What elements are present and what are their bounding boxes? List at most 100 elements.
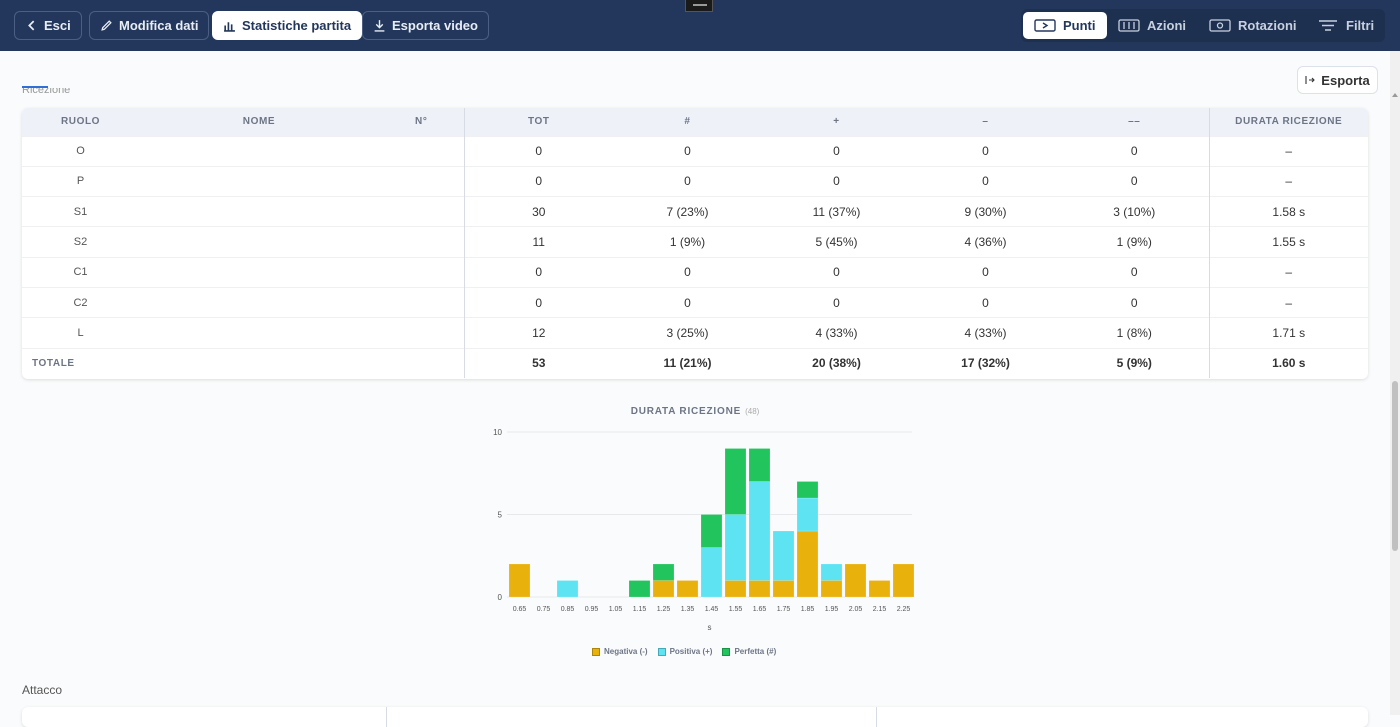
col-header-perfect[interactable]: # xyxy=(613,108,762,136)
tab-points-label: Punti xyxy=(1063,18,1096,33)
col-header-role[interactable]: RUOLO xyxy=(22,108,139,136)
col-header-name[interactable]: NOME xyxy=(139,108,379,136)
x-tick-label: 1.15 xyxy=(633,606,647,613)
bar-segment-perfect xyxy=(700,514,723,548)
total-error: 5 (9%) xyxy=(1060,347,1209,379)
cell-error: 0 xyxy=(1060,286,1209,318)
chart-legend: Negativa (-) Positiva (+) Perfetta (#) xyxy=(592,647,776,656)
cell-role: P xyxy=(22,165,139,197)
export-icon xyxy=(1305,76,1316,84)
legend-label: Perfetta (#) xyxy=(734,647,777,656)
cell-name xyxy=(139,317,379,349)
cell-negative: 0 xyxy=(911,286,1060,318)
legend-swatch xyxy=(722,647,731,656)
tab-points[interactable]: Punti xyxy=(1023,12,1107,39)
exit-button[interactable]: Esci xyxy=(14,11,82,40)
col-header-positive[interactable]: + xyxy=(762,108,911,136)
reception-duration-chart: 0 5 10 0.65 0.75 0.85 0.95 1.05 1.15 1.25 1.35 1.45… xyxy=(493,428,915,632)
export-button[interactable]: Esporta xyxy=(1297,66,1378,94)
bar-chart-icon xyxy=(224,22,235,32)
legend-item[interactable]: Perfetta (#) xyxy=(722,647,776,656)
table-row[interactable]: C2 0 0 0 0 0– xyxy=(22,286,1368,318)
col-header-duration[interactable]: DURATA RICEZIONE xyxy=(1208,108,1368,136)
cell-error: 1 (9%) xyxy=(1060,226,1209,258)
x-tick-label: 1.35 xyxy=(681,606,695,613)
cell-name xyxy=(139,165,379,197)
cell-positive: 0 xyxy=(762,256,911,288)
col-header-negative[interactable]: – xyxy=(911,108,1060,136)
cell-role: S1 xyxy=(22,196,139,227)
bar-segment-positive xyxy=(748,481,771,581)
tab-actions-label: Azioni xyxy=(1147,18,1186,33)
cell-total: 0 xyxy=(463,286,613,318)
table-row[interactable]: S2 11 1 (9%) 5 (45%) 4 (36%) 1 (9%) 1.55 s xyxy=(22,226,1368,258)
total-perfect: 11 (21%) xyxy=(613,347,762,379)
cell-role: S2 xyxy=(22,226,139,258)
table-row[interactable]: O 0 0 0 0 0– xyxy=(22,135,1368,167)
export-video-button-label: Esporta video xyxy=(392,18,478,33)
total-positive: 20 (38%) xyxy=(762,347,911,379)
cell-negative: 4 (33%) xyxy=(911,317,1060,349)
vertical-scrollbar[interactable] xyxy=(1390,51,1400,715)
table-row[interactable]: S1 30 7 (23%) 11 (37%) 9 (30%) 3 (10%) 1.58 s xyxy=(22,196,1368,227)
bar-segment-negative xyxy=(748,580,771,598)
legend-item[interactable]: Negativa (-) xyxy=(592,647,648,656)
bar-segment-perfect xyxy=(628,580,651,598)
bar-segment-positive xyxy=(724,514,747,581)
cell-negative: 0 xyxy=(911,135,1060,167)
x-tick-label: 0.85 xyxy=(561,606,575,613)
col-header-total[interactable]: TOT xyxy=(463,108,613,136)
cell-total: 0 xyxy=(463,135,613,167)
top-toolbar: Esci Modifica dati Statistiche partita E… xyxy=(0,0,1400,51)
col-header-error[interactable]: –– xyxy=(1060,108,1209,136)
cell-role: L xyxy=(22,317,139,349)
cell-total: 12 xyxy=(463,317,613,349)
tab-filters[interactable]: Filtri xyxy=(1306,12,1385,39)
exit-button-label: Esci xyxy=(44,18,71,33)
bar-segment-positive xyxy=(556,580,579,598)
cell-positive: 5 (45%) xyxy=(762,226,911,258)
cell-perfect: 0 xyxy=(613,256,762,288)
cell-duration: – xyxy=(1208,135,1368,167)
bar-segment-positive xyxy=(820,563,843,581)
x-tick-label: 1.55 xyxy=(729,606,743,613)
x-tick-label: 2.15 xyxy=(873,606,887,613)
bar-segment-negative xyxy=(508,563,531,598)
tab-actions[interactable]: Azioni xyxy=(1107,12,1197,39)
reception-table-card: RUOLO NOME N° TOT # + – –– DURATA RICEZI… xyxy=(22,108,1368,379)
export-video-button[interactable]: Esporta video xyxy=(362,11,489,40)
cell-perfect: 7 (23%) xyxy=(613,196,762,227)
bar-segment-negative xyxy=(796,530,819,598)
bar-segment-perfect xyxy=(748,448,771,482)
scrollbar-thumb[interactable] xyxy=(1392,381,1398,551)
scroll-up-arrow-icon[interactable] xyxy=(1392,93,1398,97)
cell-error: 0 xyxy=(1060,165,1209,197)
match-stats-button[interactable]: Statistiche partita xyxy=(212,11,363,40)
pencil-icon xyxy=(101,20,112,31)
bar-segment-positive xyxy=(700,547,723,598)
tab-rotations[interactable]: Rotazioni xyxy=(1198,12,1308,39)
chart-title: DURATA RICEZIONE (48) xyxy=(500,406,890,417)
legend-swatch xyxy=(657,647,666,656)
bar-segment-negative xyxy=(772,580,795,598)
table-row[interactable]: L 12 3 (25%) 4 (33%) 4 (33%) 1 (8%) 1.71 s xyxy=(22,317,1368,349)
x-tick-label: 1.45 xyxy=(705,606,719,613)
cell-name xyxy=(139,196,379,227)
cell-positive: 4 (33%) xyxy=(762,317,911,349)
x-tick-label: 0.75 xyxy=(537,606,551,613)
cell-total: 11 xyxy=(463,226,613,258)
table-row[interactable]: P 0 0 0 0 0– xyxy=(22,165,1368,197)
x-tick-label: 0.65 xyxy=(513,606,527,613)
cell-number xyxy=(379,226,464,258)
col-header-number[interactable]: N° xyxy=(379,108,464,136)
table-row[interactable]: C1 0 0 0 0 0– xyxy=(22,256,1368,288)
cell-error: 1 (8%) xyxy=(1060,317,1209,349)
y-tick-label: 0 xyxy=(498,593,503,602)
edit-data-button[interactable]: Modifica dati xyxy=(89,11,210,40)
cell-number xyxy=(379,165,464,197)
legend-label: Positiva (+) xyxy=(669,647,713,656)
x-tick-label: 1.85 xyxy=(801,606,815,613)
legend-item[interactable]: Positiva (+) xyxy=(657,647,713,656)
drag-handle[interactable] xyxy=(685,0,713,12)
cell-name xyxy=(139,135,379,167)
